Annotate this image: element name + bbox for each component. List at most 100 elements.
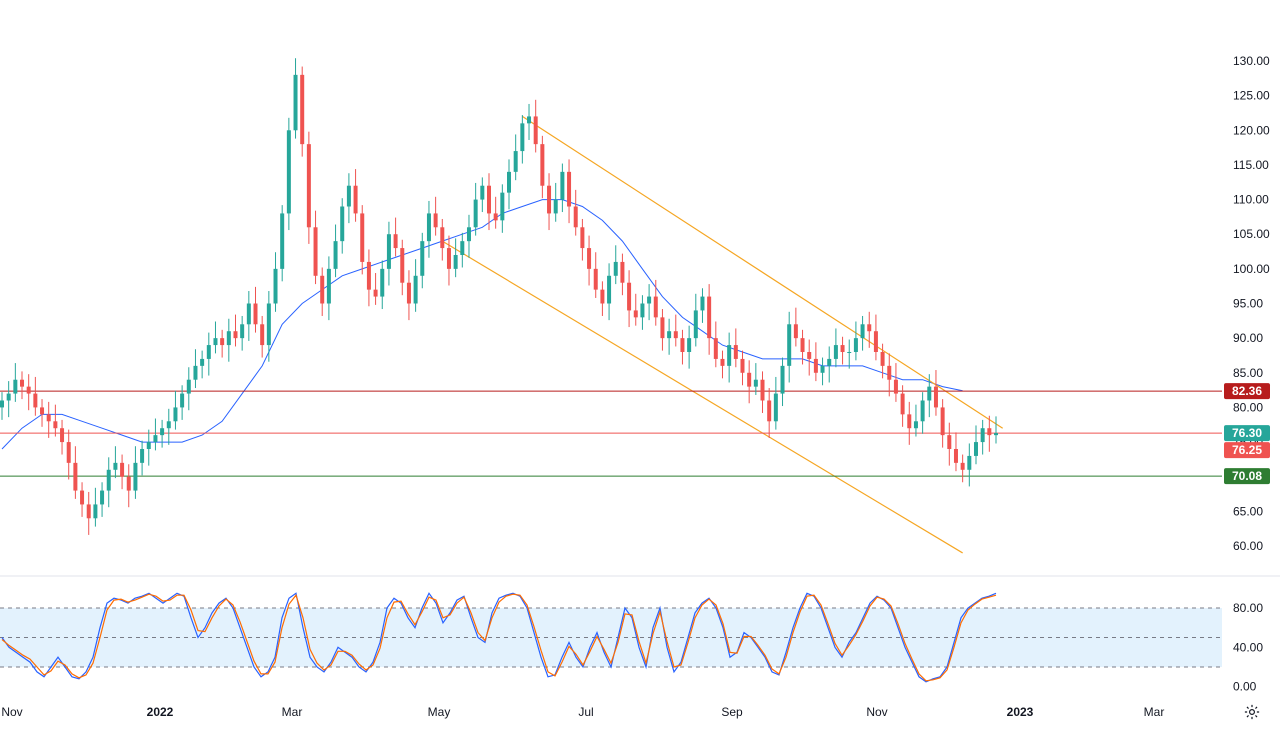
candle-body bbox=[226, 331, 231, 346]
price-axis-tick-label: 85.00 bbox=[1233, 366, 1263, 380]
time-axis-tick-label: Sep bbox=[721, 705, 743, 719]
candle-body bbox=[680, 338, 685, 352]
price-badge-bg bbox=[1224, 425, 1270, 442]
candle-body bbox=[667, 331, 672, 339]
candle-body bbox=[660, 317, 665, 339]
price-axis-tick-label: 65.00 bbox=[1233, 504, 1263, 518]
candle-body bbox=[440, 227, 445, 249]
time-axis-tick-label: Mar bbox=[1144, 705, 1165, 719]
candle-body bbox=[486, 185, 491, 214]
candle-body bbox=[0, 400, 5, 408]
candle-body bbox=[306, 144, 311, 228]
price-badge: 76.30 bbox=[1224, 425, 1270, 442]
price-axis-tick-label: 110.00 bbox=[1233, 193, 1269, 207]
candle-body bbox=[413, 275, 418, 304]
candle-body bbox=[913, 421, 918, 429]
candle-body bbox=[820, 365, 825, 373]
candle-body bbox=[853, 338, 858, 352]
candle-body bbox=[700, 296, 705, 311]
settings-gear-icon[interactable] bbox=[1242, 702, 1262, 722]
candle-body bbox=[787, 324, 792, 366]
candle-body bbox=[780, 365, 785, 394]
candle-body bbox=[960, 462, 965, 470]
candle-body bbox=[333, 241, 338, 269]
candle-body bbox=[133, 462, 138, 491]
candle-body bbox=[553, 199, 558, 214]
candle-body bbox=[346, 185, 351, 207]
candle-body bbox=[567, 171, 572, 207]
candle-body bbox=[66, 442, 71, 463]
candle-body bbox=[426, 213, 431, 242]
candle-body bbox=[293, 74, 298, 131]
candle-body bbox=[580, 227, 585, 249]
candle-body bbox=[326, 268, 331, 304]
candle-body bbox=[947, 435, 952, 449]
candle-body bbox=[873, 331, 878, 352]
candle-body bbox=[20, 379, 25, 387]
candle-body bbox=[313, 227, 318, 276]
time-axis-tick-label: Nov bbox=[1, 705, 22, 719]
candle-body bbox=[273, 268, 278, 304]
time-axis-tick-label: May bbox=[428, 705, 451, 719]
candle-body bbox=[733, 345, 738, 359]
candle-body bbox=[320, 275, 325, 304]
candle-body bbox=[286, 130, 291, 214]
candle-body bbox=[240, 324, 245, 339]
candle-body bbox=[73, 462, 78, 491]
candle-body bbox=[540, 144, 545, 186]
price-axis-tick-label: 60.00 bbox=[1233, 539, 1263, 553]
candle-body bbox=[433, 213, 438, 228]
price-badge-label: 82.36 bbox=[1232, 384, 1262, 398]
candle-body bbox=[46, 414, 51, 422]
candle-body bbox=[773, 393, 778, 422]
price-axis-tick-label: 90.00 bbox=[1233, 331, 1263, 345]
candle-body bbox=[533, 116, 538, 145]
candle-body bbox=[520, 123, 525, 152]
channel-upper-line bbox=[522, 115, 1003, 429]
candle-body bbox=[406, 282, 411, 304]
candle-body bbox=[26, 386, 31, 394]
candle-body bbox=[593, 268, 598, 290]
candle-body bbox=[847, 352, 852, 353]
price-badge: 70.08 bbox=[1224, 468, 1270, 485]
candle-body bbox=[813, 358, 818, 373]
time-axis-tick-label: Jul bbox=[578, 705, 593, 719]
candle-body bbox=[93, 504, 98, 519]
candle-body bbox=[620, 261, 625, 283]
candle-body bbox=[727, 345, 732, 366]
candle-body bbox=[260, 324, 265, 346]
time-axis-tick-label: 2023 bbox=[1007, 705, 1034, 719]
price-axis-tick-label: 115.00 bbox=[1233, 158, 1269, 172]
candle-body bbox=[6, 393, 11, 401]
candle-body bbox=[380, 268, 385, 297]
candle-body bbox=[613, 261, 618, 276]
candle-body bbox=[180, 393, 185, 408]
candle-body bbox=[53, 421, 58, 429]
candle-body bbox=[860, 324, 865, 339]
candle-body bbox=[186, 379, 191, 394]
time-axis-tick-label: Nov bbox=[866, 705, 887, 719]
moving-average-line bbox=[1, 199, 963, 450]
candle-body bbox=[466, 227, 471, 242]
stoch-axis-tick-label: 0.00 bbox=[1233, 680, 1257, 694]
candle-body bbox=[60, 428, 65, 443]
price-axis-tick-label: 125.00 bbox=[1233, 89, 1270, 103]
candle-body bbox=[627, 282, 632, 311]
candle-body bbox=[587, 248, 592, 269]
candle-body bbox=[246, 303, 251, 325]
price-axis-tick-label: 80.00 bbox=[1233, 400, 1263, 414]
candle-body bbox=[967, 455, 972, 470]
candle-body bbox=[360, 213, 365, 262]
candle-body bbox=[887, 365, 892, 380]
price-badge-bg bbox=[1224, 442, 1270, 459]
candle-body bbox=[460, 241, 465, 255]
candle-body bbox=[793, 324, 798, 339]
candle-body bbox=[800, 338, 805, 352]
candle-body bbox=[386, 234, 391, 269]
candle-body bbox=[767, 400, 772, 422]
candle-body bbox=[560, 171, 565, 200]
candle-body bbox=[507, 171, 512, 193]
candle-body bbox=[993, 433, 999, 436]
